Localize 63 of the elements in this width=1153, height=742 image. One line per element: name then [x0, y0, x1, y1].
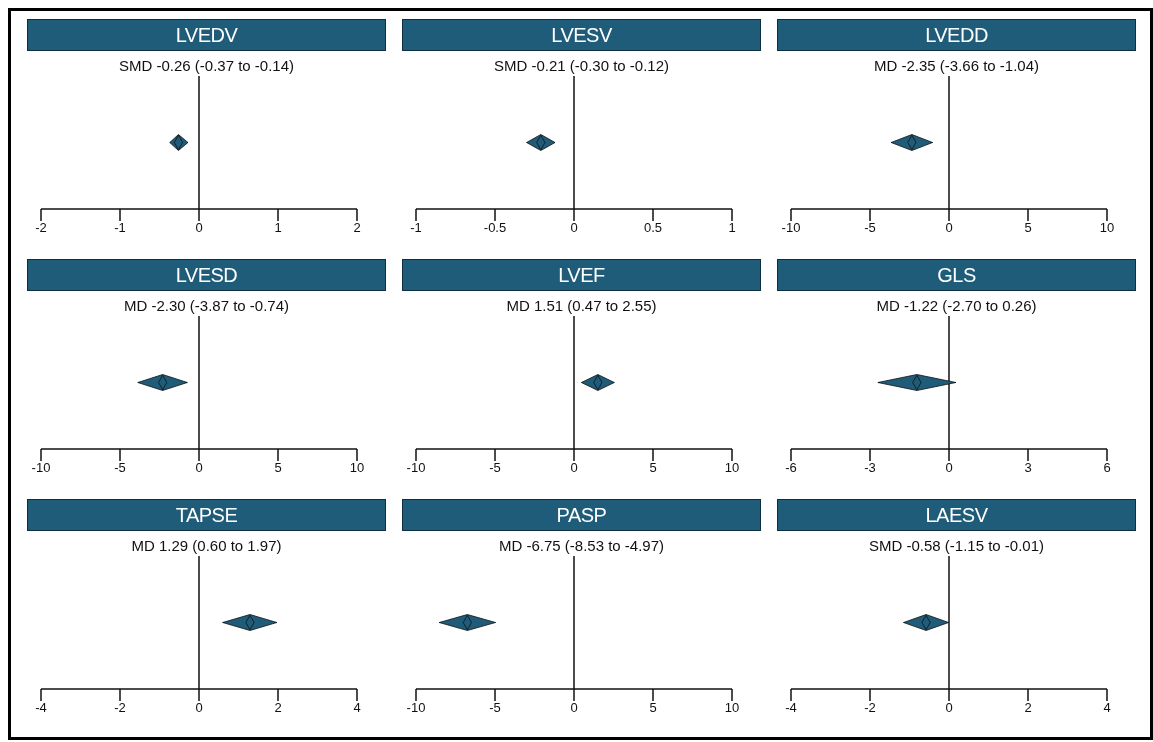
x-tick-label: 0: [570, 460, 578, 476]
text: SMD -0.21 (-0.30 to -0.12): [492, 57, 671, 74]
chart-title: LVEDD: [777, 19, 1136, 51]
x-tick-label: 1: [728, 220, 736, 236]
x-tick-label: -5: [864, 220, 876, 236]
x-tick-label: 3: [1024, 460, 1032, 476]
chart-title: LVESV: [402, 19, 761, 51]
x-tick-label: -2: [35, 220, 47, 236]
x-tick-label: -10: [31, 460, 51, 476]
x-tick-label: -6: [785, 460, 797, 476]
x-tick-label: 1: [274, 220, 282, 236]
x-tick-label: 5: [1024, 220, 1032, 236]
chart-title: GLS: [777, 259, 1136, 291]
x-tick-label: -5: [114, 460, 126, 476]
x-tick-label: -5: [489, 700, 501, 716]
text: MD 1.29 (0.60 to 1.97): [130, 537, 283, 554]
text: MD -2.35 (-3.66 to -1.04): [872, 57, 1041, 74]
text: SMD -0.26 (-0.37 to -0.14): [117, 57, 296, 74]
chart-title: PASP: [402, 499, 761, 531]
text: MD 1.51 (0.47 to 2.55): [505, 297, 658, 314]
x-tick-label: 6: [1103, 460, 1111, 476]
x-tick-label: 2: [353, 220, 361, 236]
x-tick-label: 4: [353, 700, 361, 716]
x-tick-label: 4: [1103, 700, 1111, 716]
x-tick-label: -1: [410, 220, 422, 236]
x-tick-label: 0.5: [643, 220, 663, 236]
x-tick-label: -0.5: [483, 220, 507, 236]
x-tick-label: -2: [864, 700, 876, 716]
x-tick-label: 0: [945, 460, 953, 476]
x-tick-label: 10: [724, 700, 740, 716]
x-tick-label: 0: [945, 700, 953, 716]
x-tick-label: -10: [406, 460, 426, 476]
x-tick-label: -2: [114, 700, 126, 716]
x-tick-label: -3: [864, 460, 876, 476]
x-tick-label: -4: [35, 700, 47, 716]
x-tick-label: 2: [274, 700, 282, 716]
x-tick-label: 10: [349, 460, 365, 476]
x-tick-label: 0: [570, 700, 578, 716]
x-tick-label: 0: [570, 220, 578, 236]
text: MD -6.75 (-8.53 to -4.97): [497, 537, 666, 554]
x-tick-label: 0: [195, 220, 203, 236]
x-tick-label: -10: [406, 700, 426, 716]
x-tick-label: 5: [649, 700, 657, 716]
x-tick-label: -4: [785, 700, 797, 716]
chart-title: LVEF: [402, 259, 761, 291]
x-tick-label: 10: [1099, 220, 1115, 236]
x-tick-label: 2: [1024, 700, 1032, 716]
x-tick-label: 10: [724, 460, 740, 476]
x-tick-label: -5: [489, 460, 501, 476]
chart-title: LAESV: [777, 499, 1136, 531]
x-tick-label: 0: [195, 460, 203, 476]
chart-title: LVEDV: [27, 19, 386, 51]
x-tick-label: 5: [649, 460, 657, 476]
x-tick-label: -10: [781, 220, 801, 236]
text: SMD -0.58 (-1.15 to -0.01): [867, 537, 1046, 554]
text: MD -2.30 (-3.87 to -0.74): [122, 297, 291, 314]
x-tick-label: 5: [274, 460, 282, 476]
x-tick-label: -1: [114, 220, 126, 236]
text: MD -1.22 (-2.70 to 0.26): [875, 297, 1038, 314]
x-tick-label: 0: [945, 220, 953, 236]
chart-title: TAPSE: [27, 499, 386, 531]
x-tick-label: 0: [195, 700, 203, 716]
chart-title: LVESD: [27, 259, 386, 291]
